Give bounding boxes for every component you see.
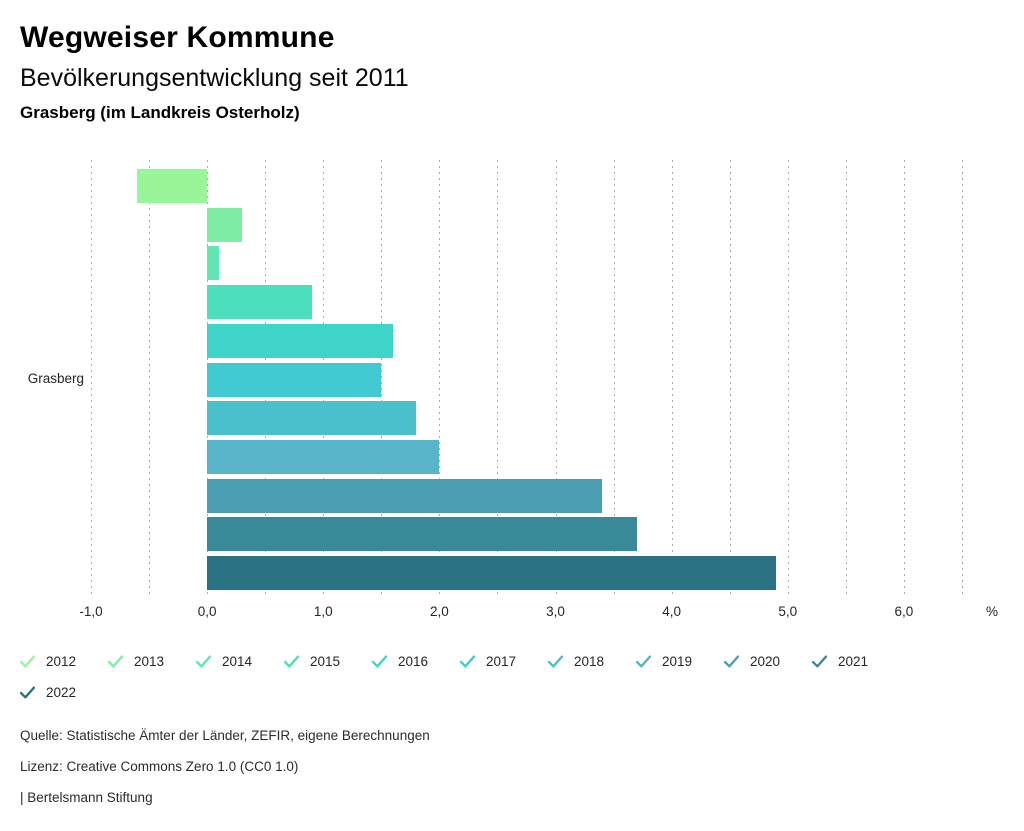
gridline xyxy=(671,160,673,598)
legend-year-label: 2013 xyxy=(134,653,165,669)
legend-year-label: 2014 xyxy=(222,653,253,669)
gridline xyxy=(613,160,615,598)
legend-item-2013[interactable]: 2013 xyxy=(108,651,196,671)
legend-item-2014[interactable]: 2014 xyxy=(196,651,284,671)
source-note: Quelle: Statistische Ämter der Länder, Z… xyxy=(20,728,430,743)
check-icon xyxy=(812,655,827,667)
x-tick-label-6: 6,0 xyxy=(894,604,914,619)
legend-year-label: 2022 xyxy=(46,684,77,700)
y-axis-category-label: Grasberg xyxy=(27,371,84,386)
gridline xyxy=(439,160,441,598)
gridline xyxy=(91,160,92,598)
check-icon xyxy=(636,655,651,667)
gridline xyxy=(729,160,731,598)
bar-2018 xyxy=(207,401,417,436)
legend: 2012 2013 2014 2015 2016 2017 2018 2019 2020 2021… xyxy=(20,651,910,702)
x-tick-label-3: 3,0 xyxy=(546,604,565,619)
gridline xyxy=(555,160,557,598)
bar-2017 xyxy=(207,362,382,397)
bar-2020 xyxy=(207,478,602,513)
legend-year-label: 2016 xyxy=(398,653,429,669)
check-icon xyxy=(284,655,299,667)
footer: Quelle: Statistische Ämter der Länder, Z… xyxy=(20,720,430,813)
legend-item-2016[interactable]: 2016 xyxy=(372,651,460,671)
gridline xyxy=(149,160,151,598)
check-icon xyxy=(724,655,739,667)
legend-item-2021[interactable]: 2021 xyxy=(812,651,900,671)
bar-2012 xyxy=(137,169,208,203)
legend-item-2019[interactable]: 2019 xyxy=(636,651,724,671)
x-tick-label-1: 1,0 xyxy=(313,604,333,619)
legend-year-label: 2015 xyxy=(310,653,341,669)
check-icon xyxy=(20,655,35,667)
check-icon xyxy=(460,655,475,667)
check-icon xyxy=(20,686,35,698)
gridline xyxy=(497,160,499,598)
legend-item-2020[interactable]: 2020 xyxy=(724,651,812,671)
attribution-note: | Bertelsmann Stiftung xyxy=(20,790,153,805)
legend-year-label: 2017 xyxy=(486,653,517,669)
legend-item-2018[interactable]: 2018 xyxy=(548,651,636,671)
check-icon xyxy=(372,655,387,667)
bar-2013 xyxy=(207,207,242,242)
check-icon xyxy=(548,655,563,667)
check-icon xyxy=(108,655,123,667)
bar-2021 xyxy=(207,517,637,552)
app-title: Wegweiser Kommune xyxy=(20,21,335,54)
legend-item-2015[interactable]: 2015 xyxy=(284,651,372,671)
license-note: Lizenz: Creative Commons Zero 1.0 (CC0 1… xyxy=(20,759,299,774)
gridline xyxy=(962,160,963,598)
x-tick-label-0: 0,0 xyxy=(197,604,217,619)
legend-year-label: 2019 xyxy=(662,653,693,669)
bar-2022 xyxy=(207,556,777,590)
legend-item-2012[interactable]: 2012 xyxy=(20,651,108,671)
gridline xyxy=(903,160,905,598)
legend-item-2017[interactable]: 2017 xyxy=(460,651,548,671)
x-tick-label--1: -1,0 xyxy=(79,604,103,619)
legend-year-label: 2018 xyxy=(574,653,605,669)
legend-year-label: 2021 xyxy=(838,653,869,669)
x-tick-label-4: 4,0 xyxy=(662,604,682,619)
bar-2019 xyxy=(207,439,440,474)
gridline xyxy=(845,160,847,598)
bar-2016 xyxy=(207,323,393,358)
x-tick-label-5: 5,0 xyxy=(778,604,798,619)
x-tick-label-2: 2,0 xyxy=(430,604,449,619)
gridline xyxy=(381,160,383,598)
bar-2014 xyxy=(207,246,219,281)
x-axis-unit-label: % xyxy=(985,604,998,619)
chart-location: Grasberg (im Landkreis Osterholz) xyxy=(20,103,300,122)
bar-2015 xyxy=(207,285,312,320)
legend-item-2022[interactable]: 2022 xyxy=(20,682,108,702)
legend-year-label: 2020 xyxy=(750,653,781,669)
gridline xyxy=(787,160,789,598)
bar-chart-plot-area xyxy=(91,160,963,598)
legend-year-label: 2012 xyxy=(46,653,77,669)
chart-title: Bevölkerungsentwicklung seit 2011 xyxy=(20,64,409,92)
check-icon xyxy=(196,655,211,667)
